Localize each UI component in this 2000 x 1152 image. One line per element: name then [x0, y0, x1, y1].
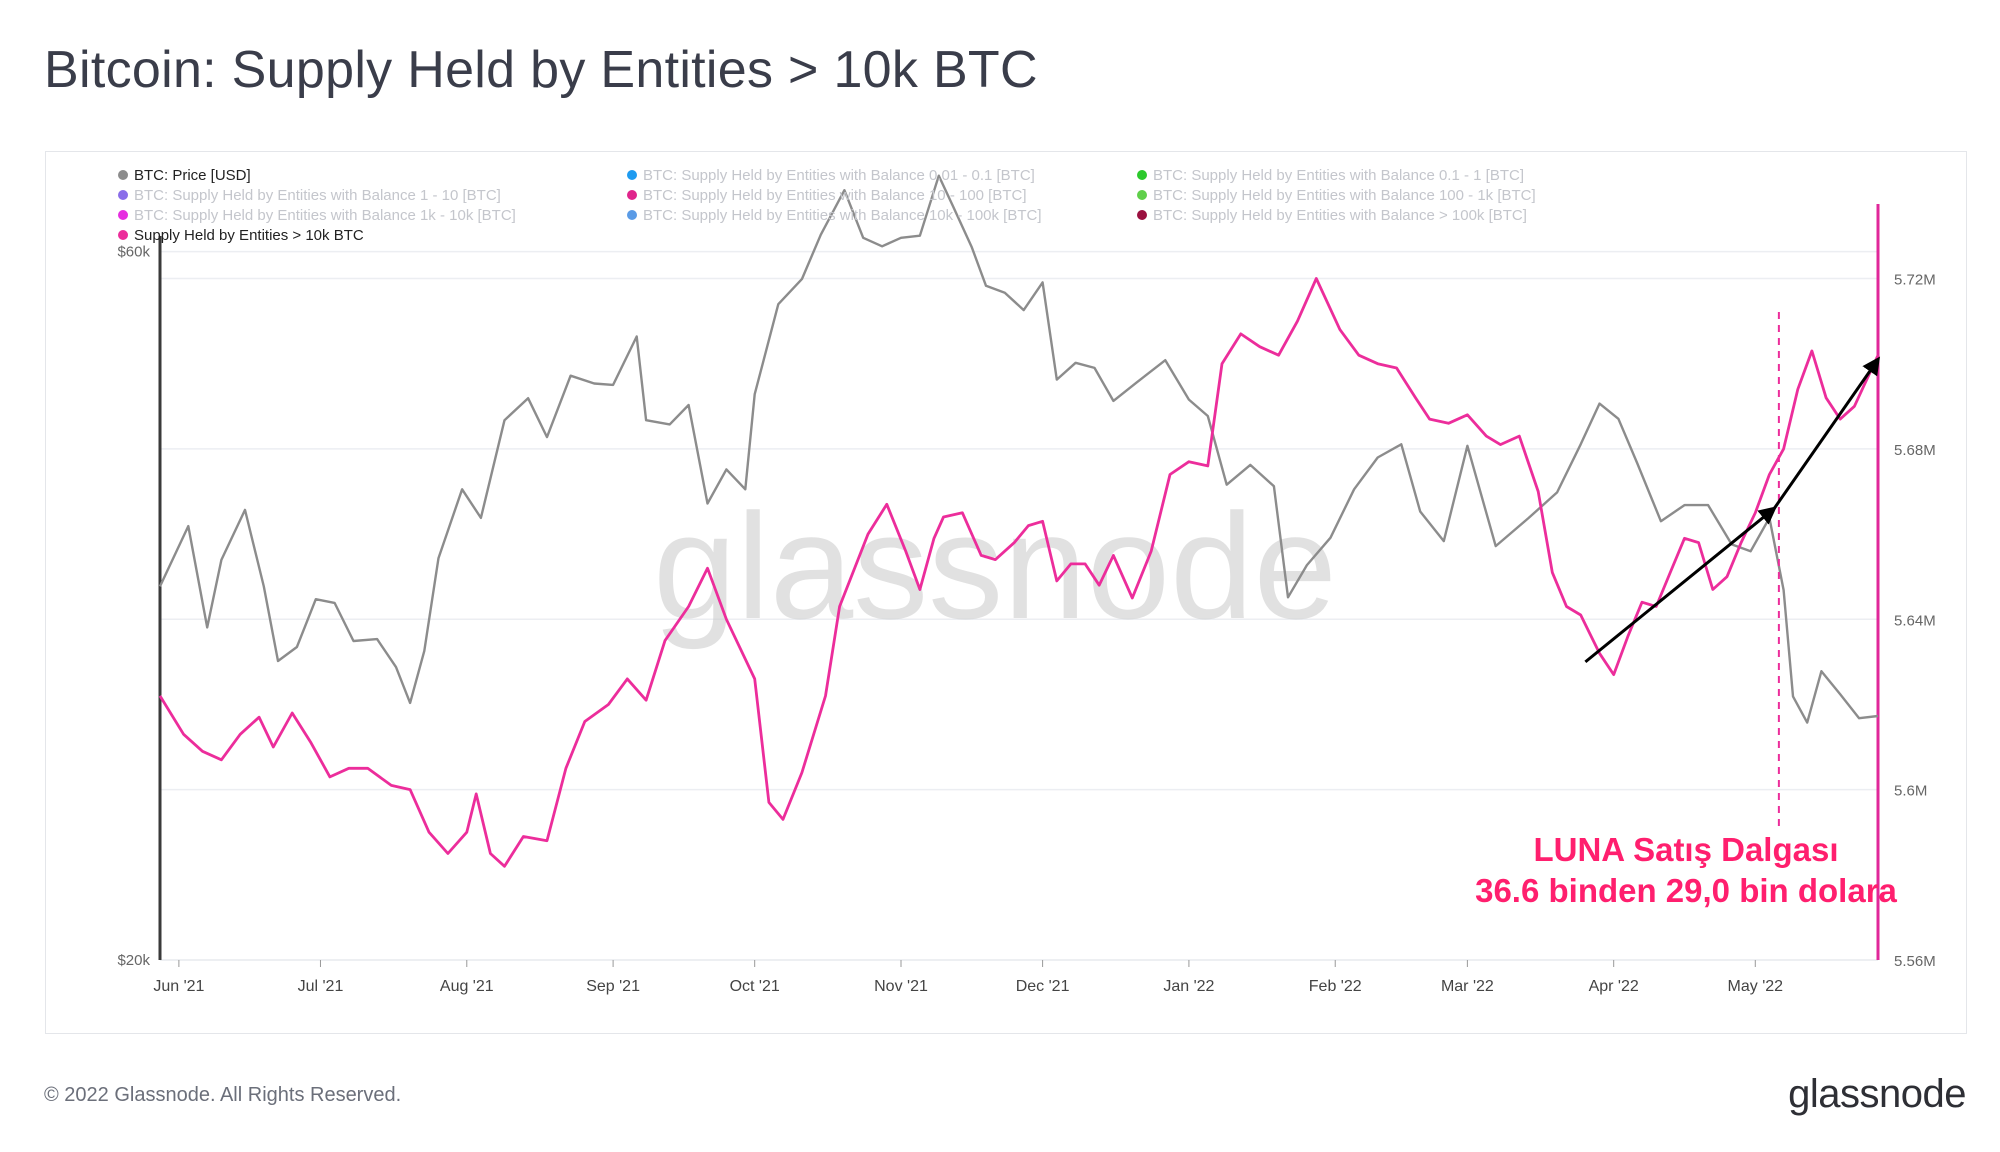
glassnode-logo[interactable]: glassnode — [1788, 1072, 1966, 1116]
legend-dot — [627, 170, 637, 180]
legend-item[interactable]: BTC: Supply Held by Entities with Balanc… — [118, 187, 501, 204]
legend-label: BTC: Price [USD] — [134, 167, 251, 184]
x-tick-label: Sep '21 — [586, 978, 640, 995]
legend-item[interactable]: BTC: Price [USD] — [118, 167, 251, 184]
legend-dot — [627, 210, 637, 220]
legend-dot — [118, 190, 128, 200]
x-tick-label: Feb '22 — [1309, 978, 1362, 995]
legend-dot — [118, 170, 128, 180]
y-left-tick-label: $20k — [117, 952, 150, 969]
legend-item[interactable]: Supply Held by Entities > 10k BTC — [118, 227, 364, 244]
legend-item[interactable]: BTC: Supply Held by Entities with Balanc… — [627, 167, 1035, 184]
y-right-tick-label: 5.64M — [1894, 612, 1936, 629]
trend-arrow — [1772, 356, 1881, 510]
x-tick-label: Jan '22 — [1163, 978, 1214, 995]
legend-item[interactable]: BTC: Supply Held by Entities with Balanc… — [118, 207, 516, 224]
trend-arrow — [1584, 506, 1777, 664]
y-left-tick-label: $60k — [117, 244, 150, 261]
x-tick-label: Apr '22 — [1589, 978, 1639, 995]
copyright-text: © 2022 Glassnode. All Rights Reserved. — [44, 1084, 402, 1106]
x-tick-label: May '22 — [1728, 978, 1784, 995]
legend-label: BTC: Supply Held by Entities with Balanc… — [643, 207, 1042, 224]
y-right-tick-label: 5.56M — [1894, 953, 1936, 970]
y-right-tick-label: 5.72M — [1894, 272, 1936, 289]
x-tick-label: Oct '21 — [730, 978, 780, 995]
annotation-title: LUNA Satış Dalgası — [1533, 831, 1838, 868]
legend-label: Supply Held by Entities > 10k BTC — [134, 227, 364, 244]
legend-dot — [627, 190, 637, 200]
legend-label: BTC: Supply Held by Entities with Balanc… — [134, 187, 501, 204]
y-right-tick-label: 5.68M — [1894, 442, 1936, 459]
legend-label: BTC: Supply Held by Entities with Balanc… — [643, 167, 1035, 184]
legend-item[interactable]: BTC: Supply Held by Entities with Balanc… — [627, 207, 1042, 224]
legend-item[interactable]: BTC: Supply Held by Entities with Balanc… — [1137, 167, 1524, 184]
legend-label: BTC: Supply Held by Entities with Balanc… — [643, 187, 1027, 204]
legend-dot — [118, 210, 128, 220]
legend-label: BTC: Supply Held by Entities with Balanc… — [1153, 167, 1524, 184]
x-tick-label: Jun '21 — [153, 978, 204, 995]
y-right-tick-label: 5.6M — [1894, 783, 1927, 800]
legend-dot — [1137, 190, 1147, 200]
legend-item[interactable]: BTC: Supply Held by Entities with Balanc… — [1137, 187, 1536, 204]
x-tick-label: Nov '21 — [874, 978, 928, 995]
watermark: glassnode — [653, 482, 1337, 650]
legend-label: BTC: Supply Held by Entities with Balanc… — [134, 207, 516, 224]
x-tick-label: Aug '21 — [440, 978, 494, 995]
legend-dot — [1137, 210, 1147, 220]
x-tick-label: Jul '21 — [298, 978, 344, 995]
annotation-subtitle: 36.6 binden 29,0 bin dolara — [1475, 872, 1897, 909]
legend-item[interactable]: BTC: Supply Held by Entities with Balanc… — [627, 187, 1027, 204]
chart-frame — [45, 151, 1967, 1034]
x-tick-label: Dec '21 — [1016, 978, 1070, 995]
x-tick-label: Mar '22 — [1441, 978, 1494, 995]
legend-dot — [118, 230, 128, 240]
legend-label: BTC: Supply Held by Entities with Balanc… — [1153, 187, 1536, 204]
legend-label: BTC: Supply Held by Entities with Balanc… — [1153, 207, 1527, 224]
legend-dot — [1137, 170, 1147, 180]
page-title: Bitcoin: Supply Held by Entities > 10k B… — [44, 41, 1038, 99]
legend-item[interactable]: BTC: Supply Held by Entities with Balanc… — [1137, 207, 1527, 224]
supply-series-line — [158, 277, 1880, 868]
price-series-line — [158, 174, 1879, 724]
